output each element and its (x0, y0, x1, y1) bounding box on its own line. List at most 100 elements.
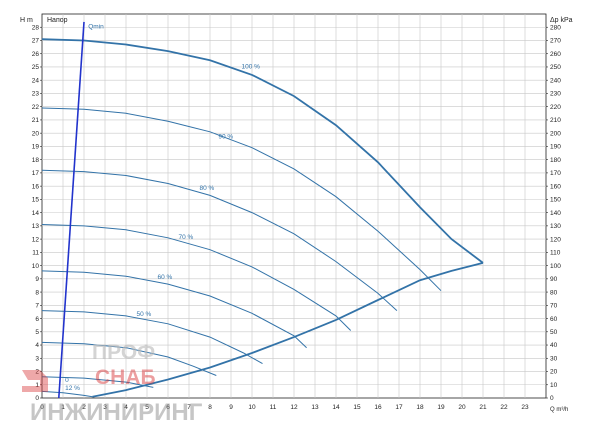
y-tick-label-left: 19 (32, 144, 40, 151)
series (41, 21, 484, 399)
y-tick-label-left: 21 (32, 117, 40, 124)
y-tick-label-right: 110 (550, 250, 561, 257)
y-tick-label-left: 3 (35, 355, 39, 362)
x-tick-label: 13 (311, 404, 319, 411)
x-tick-label: 8 (208, 404, 212, 411)
x-tick-label: 21 (479, 404, 487, 411)
x-tick-label: 19 (437, 404, 445, 411)
y-tick-label-right: 200 (550, 130, 561, 137)
x-tick-label: 18 (416, 404, 424, 411)
curve-label: 100 % (242, 63, 261, 70)
y-tick-label-right: 210 (550, 117, 561, 124)
curve-label: 70 % (179, 234, 194, 241)
y-tick-label-right: 0 (550, 395, 554, 402)
speed-curve-line (41, 224, 352, 331)
qmin-line (58, 21, 85, 399)
y-tick-label-right: 220 (550, 104, 561, 111)
annotations: 100 % 90 % 80 % 70 % 60 % 50 % Qmin 012 % (65, 24, 260, 392)
curve-label: Qmin (88, 24, 104, 31)
x-tick-label: 0 (40, 404, 44, 411)
x-tick-label: 7 (187, 404, 191, 411)
curve-label: 12 % (65, 385, 80, 392)
x-axis-label: Q m³/h (550, 407, 568, 413)
y-tick-label-right: 180 (550, 157, 561, 164)
x-tick-label: 14 (332, 404, 340, 411)
x-tick-label: 11 (270, 404, 277, 411)
chart-title: Напор (47, 17, 68, 24)
y-tick-label-left: 28 (32, 24, 40, 31)
y-tick-label-left: 22 (32, 104, 40, 111)
y-tick-label-left: 10 (32, 263, 40, 270)
y-tick-label-left: 0 (35, 395, 39, 402)
y-tick-label-right: 260 (550, 51, 561, 58)
y-tick-label-left: 14 (32, 210, 40, 217)
x-tick-label: 3 (103, 404, 107, 411)
watermark-line2: СНАБ (95, 366, 156, 389)
y-tick-label-left: 17 (32, 170, 40, 177)
x-tick-label: 17 (395, 404, 403, 411)
y-tick-label-right: 20 (550, 369, 558, 376)
speed-curve-line (41, 376, 154, 388)
y-tick-label-left: 12 (32, 236, 40, 243)
x-tick-label: 12 (290, 404, 298, 411)
curve-label: 50 % (137, 311, 152, 318)
y-tick-label-right: 190 (550, 144, 561, 151)
curve-label: 80 % (200, 185, 215, 192)
y-axis-label-right: Δp kPa (550, 17, 573, 24)
x-tick-label: 9 (229, 404, 233, 411)
x-tick-label: 16 (374, 404, 382, 411)
speed-curve-line (41, 310, 263, 365)
y-tick-label-right: 170 (550, 170, 561, 177)
x-tick-label: 1 (61, 404, 65, 411)
y-tick-label-right: 30 (550, 355, 558, 362)
y-tick-label-right: 80 (550, 289, 558, 296)
y-tick-label-left: 1 (35, 382, 39, 389)
y-tick-label-right: 270 (550, 38, 561, 45)
x-tick-label: 6 (166, 404, 170, 411)
y-tick-label-right: 130 (550, 223, 561, 230)
y-tick-label-right: 50 (550, 329, 558, 336)
speed-curve-line (41, 107, 442, 292)
y-tick-label-left: 11 (32, 250, 39, 257)
y-tick-label-right: 10 (550, 382, 558, 389)
grid (41, 13, 547, 399)
watermark-logo: ПРОФ СНАБ ИНЖИНИРИНГ (22, 341, 203, 426)
y-tick-label-right: 90 (550, 276, 558, 283)
y-tick-label-left: 24 (32, 77, 40, 84)
x-tick-label: 22 (500, 404, 508, 411)
y-tick-label-right: 230 (550, 91, 561, 98)
speed-curve-line (41, 270, 307, 349)
watermark-s-shape (22, 370, 48, 392)
y-tick-label-right: 240 (550, 77, 561, 84)
speed-curve-line (41, 38, 484, 264)
y-tick-label-right: 150 (550, 197, 561, 204)
x-tick-label: 10 (248, 404, 256, 411)
y-tick-label-right: 140 (550, 210, 561, 217)
x-tick-label: 4 (124, 404, 128, 411)
watermark-line3: ИНЖИНИРИНГ (30, 399, 203, 426)
curve-label: 0 (65, 377, 69, 384)
y-tick-label-left: 25 (32, 64, 40, 71)
y-tick-label-right: 70 (550, 303, 558, 310)
speed-curve-line (41, 169, 398, 311)
y-tick-label-right: 160 (550, 183, 561, 190)
y-tick-label-left: 26 (32, 51, 40, 58)
speed-curve-line (41, 341, 217, 376)
y-tick-label-left: 18 (32, 157, 40, 164)
y-tick-label-left: 9 (35, 276, 39, 283)
tick-labels: 0 1 2 3 4 5 6 7 8 9 10 11 12 13 14 15 16 17 18 19 20 21 22 2301… (32, 24, 561, 411)
y-tick-label-left: 5 (35, 329, 39, 336)
x-tick-label: 23 (521, 404, 529, 411)
y-tick-label-right: 100 (550, 263, 561, 270)
curve-label: 60 % (158, 274, 173, 281)
y-tick-label-right: 60 (550, 316, 558, 323)
y-tick-label-left: 4 (35, 342, 39, 349)
y-tick-label-left: 7 (35, 303, 39, 310)
y-tick-label-left: 15 (32, 197, 40, 204)
y-tick-label-left: 2 (35, 369, 39, 376)
minimum-curve-line (92, 262, 484, 398)
y-axis-label-left: H m (20, 17, 33, 24)
speed-curve-line (41, 390, 93, 398)
axes: Напор H m Δp kPa Q m³/h (20, 17, 573, 413)
